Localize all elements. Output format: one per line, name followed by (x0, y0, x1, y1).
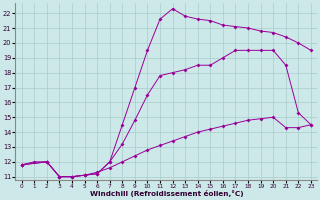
X-axis label: Windchill (Refroidissement éolien,°C): Windchill (Refroidissement éolien,°C) (90, 190, 243, 197)
